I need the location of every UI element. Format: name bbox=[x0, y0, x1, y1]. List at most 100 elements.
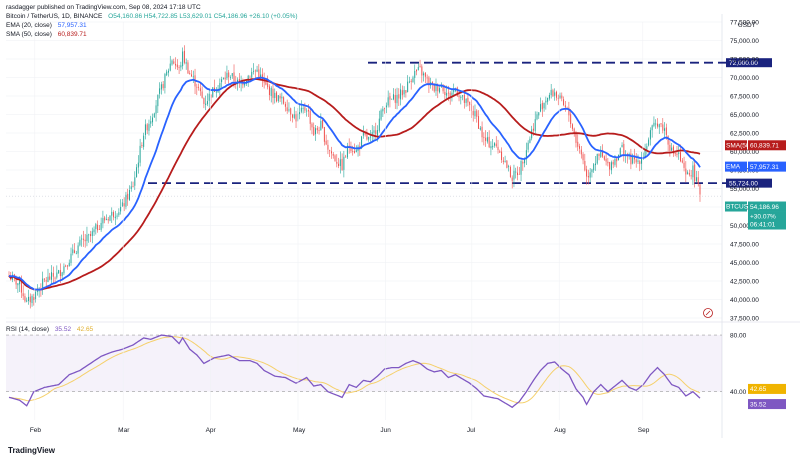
ema-legend[interactable]: EMA (20, close) 57,957.31 bbox=[6, 21, 91, 30]
candle-body bbox=[671, 147, 673, 151]
candle-body bbox=[433, 83, 435, 92]
candle-body bbox=[653, 122, 655, 126]
candle-body bbox=[424, 72, 426, 77]
candle-body bbox=[596, 153, 598, 164]
price-tags: SMA(50)60,839.71 EMA 57,957.31 BTCUSDT54,18… bbox=[725, 140, 786, 230]
candle-body bbox=[669, 144, 671, 151]
candle-body bbox=[513, 170, 515, 180]
rsi-label: RSI (14, close) bbox=[6, 326, 49, 333]
candle-body bbox=[699, 184, 701, 195]
candle-body bbox=[431, 82, 433, 84]
price-tick-label: 77,500.00 bbox=[730, 19, 759, 26]
candle-body bbox=[678, 152, 680, 155]
price-tick-label: 72,500.00 bbox=[730, 56, 759, 63]
candle-body bbox=[166, 71, 168, 76]
candle-body bbox=[293, 114, 295, 118]
candle-body bbox=[125, 194, 127, 207]
candle-body bbox=[410, 80, 412, 83]
candle-body bbox=[36, 290, 38, 292]
events-icon-mark bbox=[705, 310, 711, 316]
candle-body bbox=[639, 161, 641, 165]
price-tag-name-bg bbox=[725, 201, 747, 212]
candle-body bbox=[173, 61, 175, 64]
candle-body bbox=[206, 101, 208, 105]
candle-body bbox=[155, 105, 157, 114]
candle-body bbox=[695, 177, 697, 182]
candle-body bbox=[54, 277, 56, 279]
candle-body bbox=[417, 66, 419, 71]
candle-body bbox=[502, 160, 504, 162]
candle-body bbox=[465, 98, 467, 103]
candle-body bbox=[378, 118, 380, 131]
rsi-band bbox=[6, 335, 722, 392]
candle-body bbox=[633, 156, 635, 160]
candle-body bbox=[89, 234, 92, 237]
candle-body bbox=[660, 123, 662, 125]
candle-body bbox=[616, 158, 618, 162]
candle-body bbox=[102, 218, 104, 224]
candle-body bbox=[162, 84, 164, 89]
rsi-legend[interactable]: RSI (14, close) 35.52 42.65 bbox=[6, 325, 97, 334]
candle-body bbox=[607, 161, 609, 164]
candle-body bbox=[529, 138, 531, 143]
candle-body bbox=[355, 150, 357, 153]
candle-body bbox=[114, 216, 116, 219]
rsi-ma-line bbox=[8, 336, 701, 404]
candle-body bbox=[580, 149, 582, 155]
candle-body bbox=[267, 83, 269, 88]
level-tag-label: 72,000.00 bbox=[729, 60, 758, 67]
rsi-level-label: 80.00 bbox=[730, 332, 747, 339]
rsi-pane: 80.00 40.00 42.65 35.52 bbox=[6, 332, 786, 410]
candle-body bbox=[180, 65, 182, 68]
candle-body bbox=[593, 164, 595, 171]
candle-body bbox=[323, 127, 325, 142]
candle-body bbox=[205, 103, 207, 106]
candle-body bbox=[127, 193, 129, 200]
candle-body bbox=[150, 121, 152, 124]
candle-body bbox=[88, 234, 90, 236]
candle-body bbox=[291, 114, 293, 118]
candle-body bbox=[522, 162, 524, 164]
candle-body bbox=[614, 158, 616, 165]
candle-body bbox=[300, 107, 302, 112]
candle-body bbox=[642, 158, 644, 160]
level-tag bbox=[726, 178, 772, 188]
candle-body bbox=[199, 88, 201, 92]
symbol-name[interactable]: Bitcoin / TetherUS, 1D, BINANCE bbox=[6, 13, 103, 20]
candle-body bbox=[74, 250, 76, 253]
candle-body bbox=[407, 81, 409, 93]
candle-body bbox=[508, 166, 510, 167]
candle-body bbox=[403, 89, 405, 95]
candle-body bbox=[128, 190, 130, 200]
month-label: Aug bbox=[554, 427, 566, 434]
candle-body bbox=[369, 136, 371, 138]
publisher-text: rasdagger published on TradingView.com, … bbox=[6, 4, 201, 11]
candle-body bbox=[274, 92, 276, 99]
candle-body bbox=[272, 88, 274, 98]
price-tick-label: 42,500.00 bbox=[730, 278, 759, 285]
candle-body bbox=[164, 74, 166, 88]
candle-body bbox=[68, 262, 70, 267]
candle-body bbox=[488, 136, 490, 148]
candle-body bbox=[589, 172, 591, 178]
candle-body bbox=[304, 107, 306, 111]
sma-label: SMA (50, close) bbox=[6, 31, 52, 38]
candle-body bbox=[270, 87, 272, 96]
candle-body bbox=[123, 203, 125, 207]
candle-body bbox=[485, 137, 487, 141]
candle-body bbox=[318, 130, 320, 131]
candle-body bbox=[591, 169, 593, 173]
candle-body bbox=[391, 98, 393, 100]
candle-body bbox=[258, 69, 260, 78]
candle-body bbox=[329, 150, 331, 151]
candle-body bbox=[694, 164, 696, 182]
candle-body bbox=[279, 96, 281, 99]
candle-body bbox=[655, 123, 657, 125]
candle-body bbox=[254, 70, 256, 72]
candle-body bbox=[97, 224, 99, 231]
candle-body bbox=[563, 99, 565, 105]
sma-legend[interactable]: SMA (50, close) 60,839.71 bbox=[6, 30, 91, 39]
candle-body bbox=[136, 167, 138, 178]
moving-averages bbox=[8, 76, 701, 291]
